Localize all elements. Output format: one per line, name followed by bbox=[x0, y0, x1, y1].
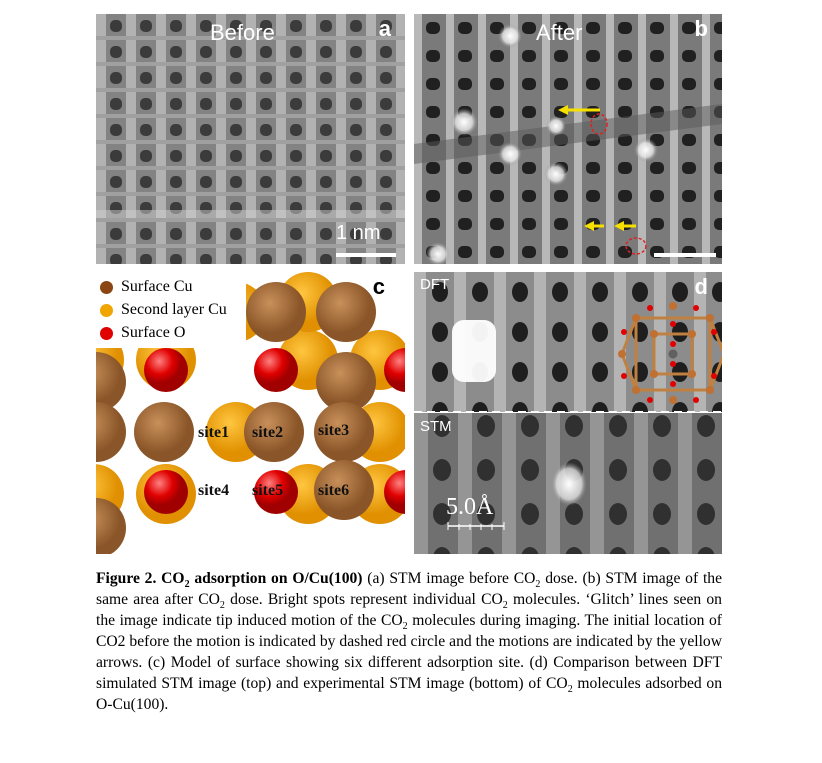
subscript: 2 bbox=[219, 600, 225, 612]
stm-label: STM bbox=[420, 418, 452, 435]
site-label: site4 bbox=[198, 482, 230, 499]
panel-a-label: a bbox=[378, 16, 391, 41]
panel-c-label: c bbox=[372, 274, 385, 299]
panel-c-surface-model: Surface Cu Second layer Cu Surface O c s… bbox=[96, 272, 405, 554]
initial-location-circle bbox=[625, 237, 647, 255]
legend-label: Second layer Cu bbox=[121, 301, 227, 318]
subscript: 2 bbox=[502, 600, 508, 612]
caption-bold-part: Figure 2. CO bbox=[96, 570, 185, 587]
subscript: 2 bbox=[402, 621, 408, 633]
caption-text: molecules. ‘Glitch’ lines seen on the im… bbox=[96, 591, 722, 629]
caption-text: molecules during imaging. The initial lo… bbox=[96, 612, 723, 692]
dft-stm-comparison-image bbox=[414, 272, 722, 554]
caption-text: dose. Bright spots represent individual … bbox=[224, 591, 503, 608]
stm-before-image bbox=[96, 14, 405, 264]
panel-b-title: After bbox=[536, 20, 583, 45]
caption-text: (a) STM image before CO bbox=[362, 570, 536, 587]
caption-text: molecules adsorbed on O-Cu(100). bbox=[96, 675, 722, 713]
panel-d-dft-vs-stm: DFT STM d 5.0Å bbox=[414, 272, 722, 554]
legend-item: Surface Cu bbox=[100, 276, 193, 298]
surface-o-swatch bbox=[100, 326, 113, 340]
panel-b-stm-after: After b bbox=[414, 14, 722, 264]
panel-a-title: Before bbox=[210, 20, 275, 45]
site-label: site1 bbox=[198, 424, 230, 441]
site-label: site2 bbox=[252, 424, 284, 441]
site-label: site6 bbox=[318, 482, 350, 499]
legend-item: Surface O bbox=[100, 322, 185, 344]
panel-b-label: b bbox=[694, 16, 708, 41]
panel-d-scale-text: 5.0Å bbox=[446, 494, 494, 520]
panel-a-stm-before: Before a 1 nm bbox=[96, 14, 405, 264]
legend-label: Surface O bbox=[121, 324, 186, 341]
initial-location-circle bbox=[590, 113, 608, 135]
stm-after-image bbox=[414, 14, 722, 264]
surface-cu-swatch bbox=[100, 280, 113, 294]
site-label: site3 bbox=[318, 422, 350, 439]
surface-model-image bbox=[96, 272, 405, 554]
co2-molecule-inset bbox=[618, 302, 722, 404]
subscript: 2 bbox=[535, 579, 541, 591]
site-label: site5 bbox=[252, 482, 284, 499]
subscript: 2 bbox=[567, 684, 573, 696]
legend-item: Second layer Cu bbox=[100, 299, 227, 321]
figure-caption: Figure 2. CO2 adsorption on O/Cu(100) (a… bbox=[96, 568, 722, 715]
caption-bold-part: adsorption on O/Cu(100) bbox=[189, 570, 363, 587]
caption-text: dose. (b) STM image of the same area aft… bbox=[96, 570, 723, 608]
legend: Surface Cu Second layer Cu Surface O bbox=[96, 272, 405, 350]
panel-d-label: d bbox=[694, 274, 708, 299]
subscript: 2 bbox=[184, 579, 190, 591]
dft-label: DFT bbox=[420, 276, 450, 293]
second-layer-cu-swatch bbox=[100, 303, 113, 317]
legend-label: Surface Cu bbox=[121, 278, 193, 295]
panel-a-scale-text: 1 nm bbox=[336, 222, 381, 244]
